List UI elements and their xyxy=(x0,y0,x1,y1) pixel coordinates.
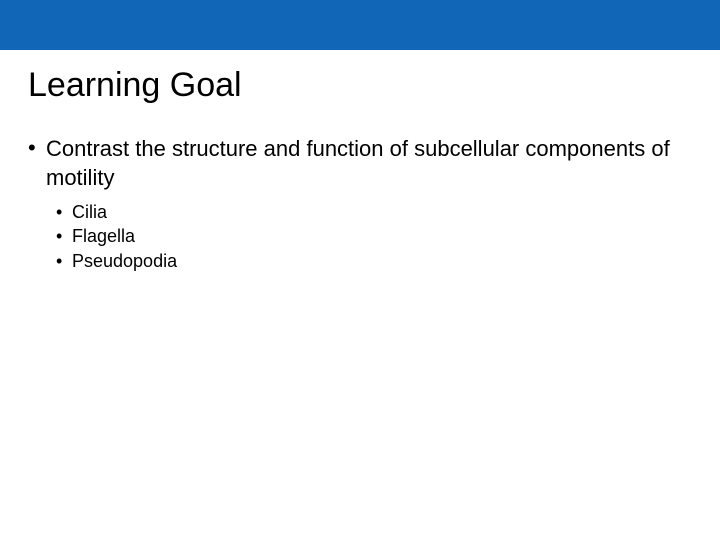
list-item: • Pseudopodia xyxy=(56,249,692,273)
list-item: • Cilia xyxy=(56,200,692,224)
page-title: Learning Goal xyxy=(0,50,720,105)
sub-bullet-list: • Cilia • Flagella • Pseudopodia xyxy=(28,192,692,273)
header-bar xyxy=(0,0,720,50)
bullet-icon: • xyxy=(28,135,46,161)
sub-bullet-text: Flagella xyxy=(72,224,692,248)
sub-bullet-text: Pseudopodia xyxy=(72,249,692,273)
bullet-icon: • xyxy=(56,224,72,248)
bullet-icon: • xyxy=(56,249,72,273)
list-item: • Flagella xyxy=(56,224,692,248)
bullet-icon: • xyxy=(56,200,72,224)
main-bullet-text: Contrast the structure and function of s… xyxy=(46,135,692,192)
sub-bullet-text: Cilia xyxy=(72,200,692,224)
main-bullet-row: • Contrast the structure and function of… xyxy=(28,135,692,192)
content-area: • Contrast the structure and function of… xyxy=(0,105,720,273)
